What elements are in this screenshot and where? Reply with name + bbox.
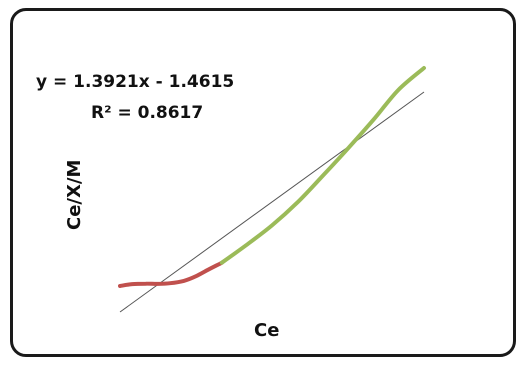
chart-frame xyxy=(10,8,516,357)
series-line-high xyxy=(219,66,426,265)
x-axis-label: Ce xyxy=(254,320,279,341)
trendline xyxy=(119,91,425,313)
r-squared-label: R² = 0.8617 xyxy=(91,103,203,123)
trendline-equation: y = 1.3921x - 1.4615 xyxy=(36,72,234,92)
series-line-low xyxy=(118,260,224,288)
y-axis-label: Ce/X/M xyxy=(64,160,85,230)
